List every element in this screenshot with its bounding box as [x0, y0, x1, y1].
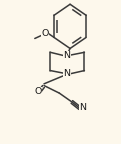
- Text: N: N: [79, 103, 87, 112]
- Text: O: O: [41, 29, 49, 38]
- Text: N: N: [64, 69, 71, 78]
- Text: O: O: [34, 87, 42, 96]
- Text: N: N: [64, 51, 71, 60]
